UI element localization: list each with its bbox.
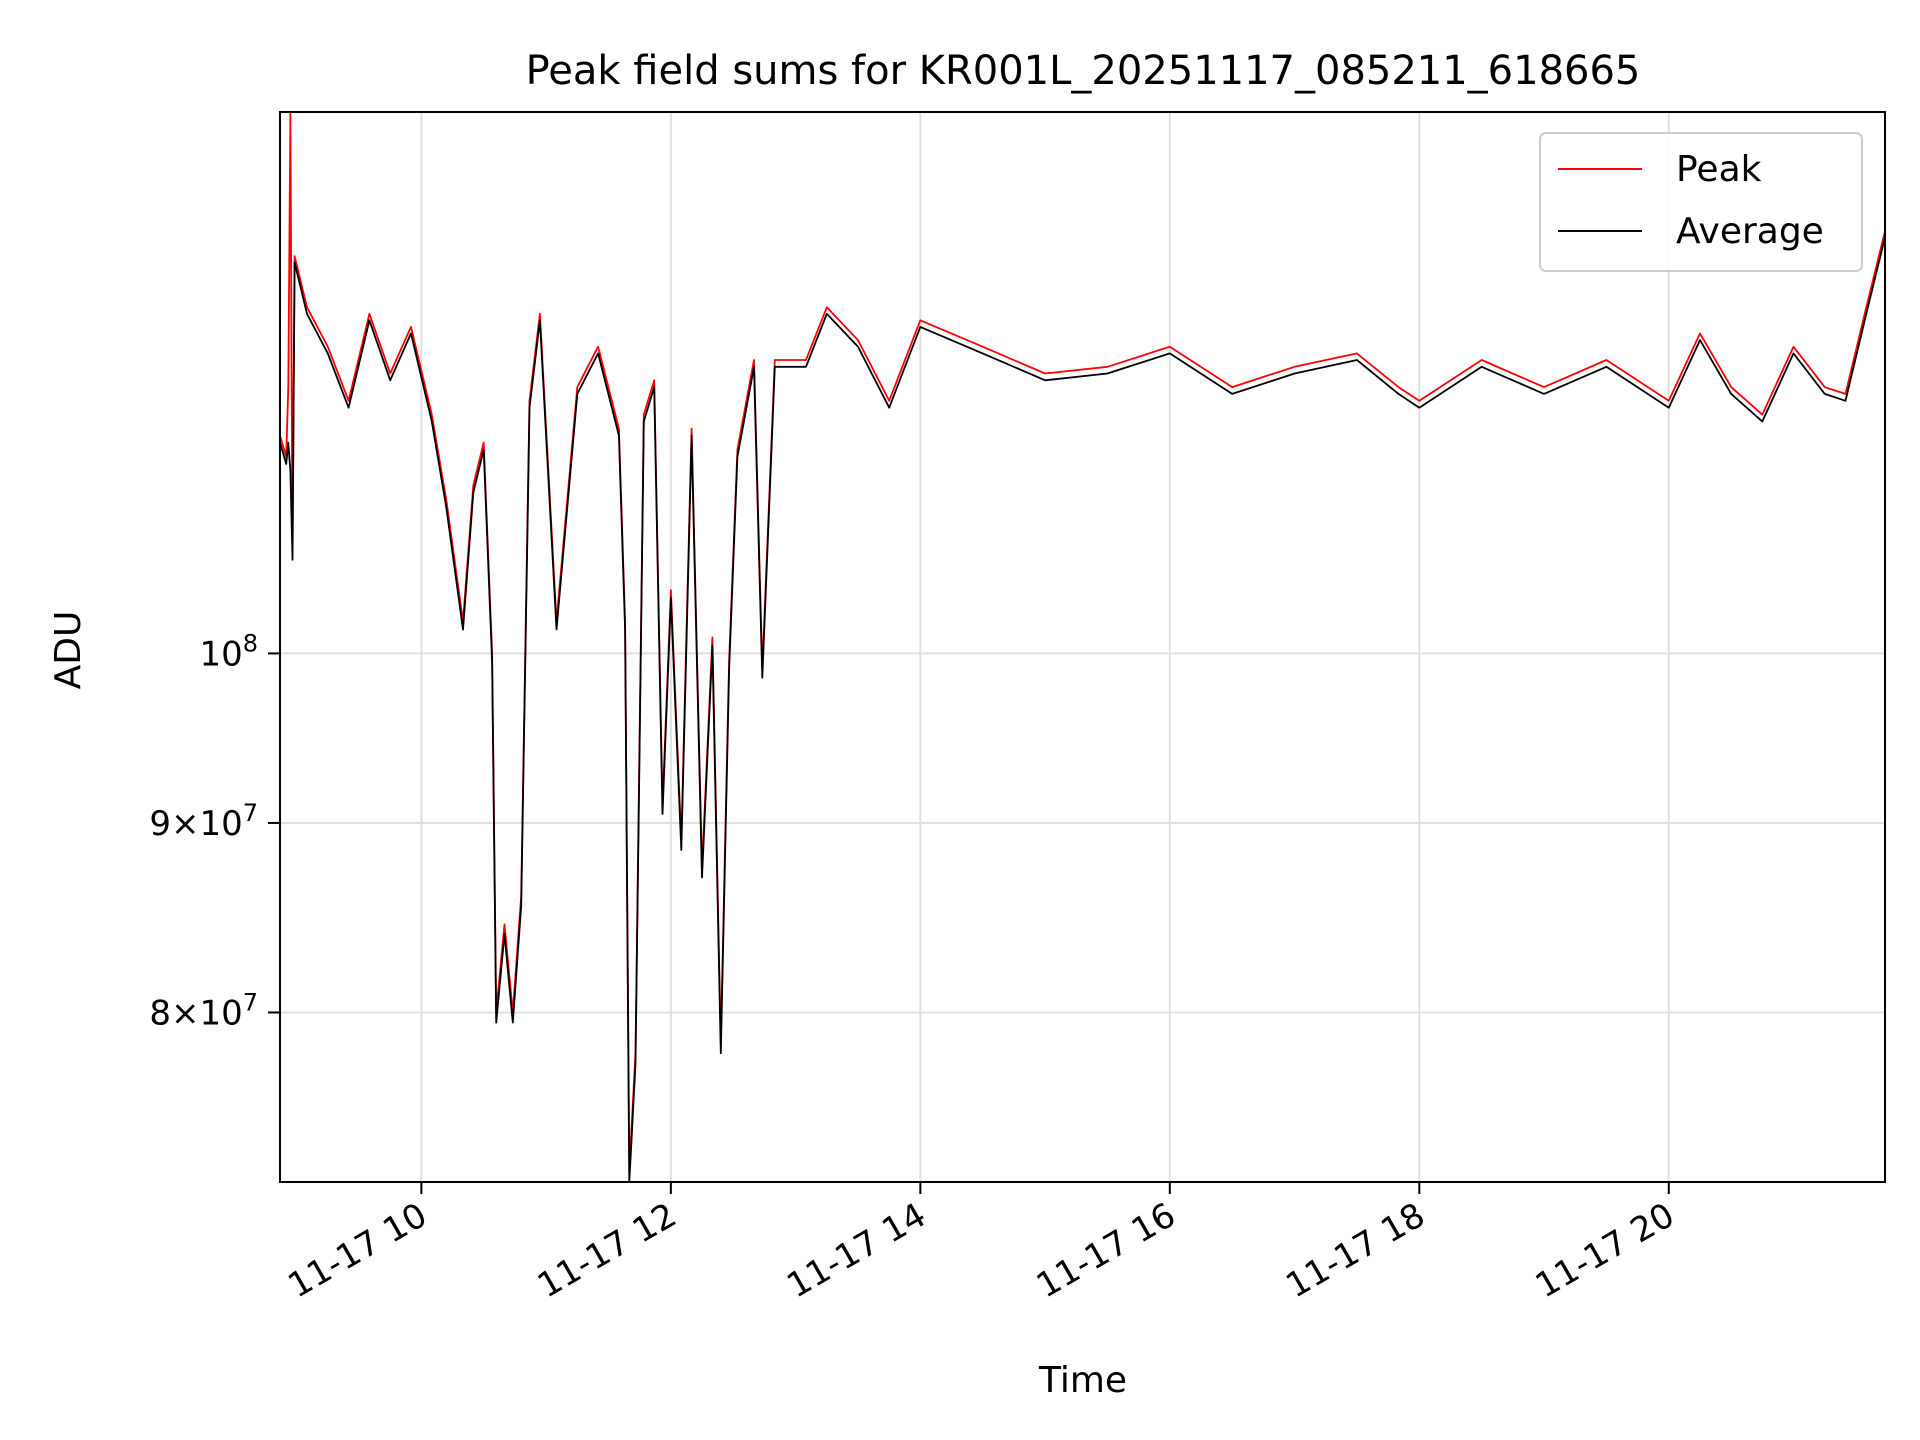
x-axis-label: Time — [1038, 1360, 1127, 1401]
legend-label: Peak — [1676, 149, 1762, 190]
series-line-average — [280, 237, 1885, 1182]
y-tick-label: 108 — [199, 629, 258, 674]
legend-box — [1539, 132, 1863, 272]
y-axis-label: ADU — [48, 611, 89, 690]
series-layer — [280, 112, 1885, 1182]
plot-frame — [279, 111, 1886, 1183]
legend-label: Average — [1676, 211, 1824, 252]
legend: Peak Average — [1539, 132, 1863, 272]
y-tick-label: 8×107 — [149, 988, 258, 1033]
y-axis: 8×107 9×107 108 — [149, 629, 280, 1033]
chart-title: Peak field sums for KR001L_20251117_0852… — [526, 48, 1641, 94]
grid — [280, 112, 1885, 1182]
y-tick-label: 9×107 — [149, 799, 258, 844]
